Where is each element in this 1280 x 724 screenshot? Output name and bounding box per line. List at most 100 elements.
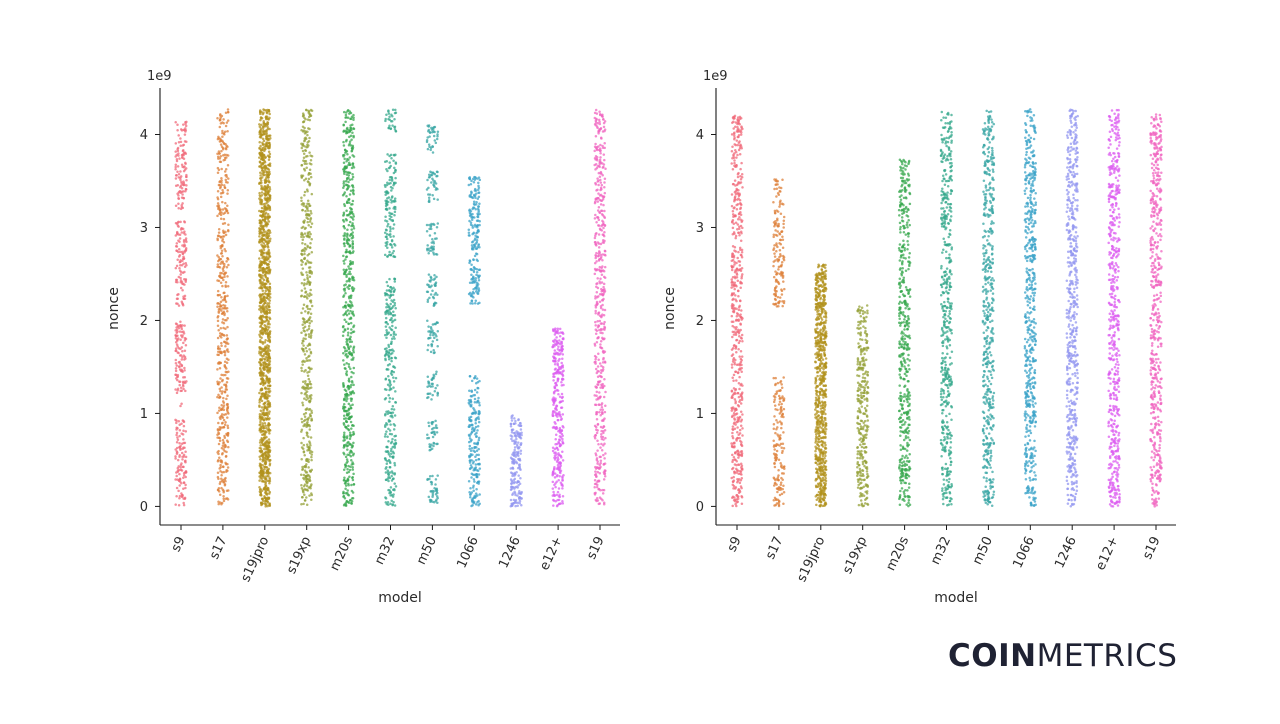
data-point: [268, 454, 271, 457]
data-point: [179, 137, 182, 140]
data-point: [265, 282, 268, 285]
data-point: [394, 424, 397, 427]
data-point: [388, 308, 391, 311]
data-point: [346, 233, 349, 236]
data-point: [220, 386, 223, 389]
data-point: [179, 264, 182, 267]
data-point: [226, 181, 229, 184]
data-point: [306, 214, 309, 217]
data-point: [342, 492, 345, 495]
data-point: [306, 421, 309, 424]
data-point: [260, 231, 263, 234]
data-point: [218, 308, 221, 311]
data-point: [261, 269, 264, 272]
data-point: [310, 226, 313, 229]
data-point: [269, 255, 272, 258]
data-point: [344, 426, 347, 429]
data-point: [305, 408, 308, 411]
data-point: [475, 488, 478, 491]
data-point: [434, 232, 437, 235]
data-point: [351, 424, 354, 427]
data-point: [184, 233, 187, 236]
data-point: [473, 181, 476, 184]
data-point: [302, 468, 305, 471]
data-point: [262, 392, 265, 395]
data-point: [390, 317, 393, 320]
data-point: [181, 350, 184, 353]
data-point: [217, 190, 220, 193]
data-point: [183, 324, 186, 327]
data-point: [477, 397, 480, 400]
data-point: [346, 255, 349, 258]
data-point: [437, 222, 440, 225]
data-point: [176, 231, 179, 234]
data-point: [479, 179, 482, 182]
data-point: [308, 336, 311, 339]
data-point: [182, 466, 185, 469]
data-point: [349, 300, 352, 303]
data-point: [346, 492, 349, 495]
data-point: [343, 319, 346, 322]
data-point: [258, 401, 261, 404]
data-point: [343, 414, 346, 417]
data-point: [302, 381, 305, 384]
data-point: [178, 473, 181, 476]
data-point: [265, 375, 268, 378]
data-point: [224, 374, 227, 377]
data-point: [310, 320, 313, 323]
data-point: [262, 444, 265, 447]
data-point: [176, 379, 179, 382]
data-point: [518, 490, 521, 493]
data-point: [342, 325, 345, 328]
data-point: [185, 125, 188, 128]
data-point: [269, 385, 272, 388]
data-point: [352, 479, 355, 482]
data-point: [222, 466, 225, 469]
data-point: [432, 323, 435, 326]
data-point: [224, 483, 227, 486]
data-point: [343, 212, 346, 215]
data-point: [258, 235, 261, 238]
data-point: [265, 380, 268, 383]
data-point: [302, 112, 305, 115]
data-point: [265, 212, 268, 215]
data-point: [513, 432, 516, 435]
data-point: [260, 295, 263, 298]
data-point: [391, 196, 394, 199]
data-point: [431, 245, 434, 248]
data-point: [473, 200, 476, 203]
data-point: [393, 380, 396, 383]
data-point: [392, 493, 395, 496]
data-point: [266, 349, 269, 352]
data-point: [269, 357, 272, 360]
data-point: [216, 412, 219, 415]
data-point: [385, 325, 388, 328]
data-point: [346, 397, 349, 400]
data-point: [388, 400, 391, 403]
data-point: [265, 276, 268, 279]
data-point: [345, 338, 348, 341]
data-point: [346, 386, 349, 389]
data-point: [301, 249, 304, 252]
data-point: [388, 290, 391, 293]
data-point: [261, 406, 264, 409]
data-point: [225, 281, 228, 284]
data-point: [306, 276, 309, 279]
data-point: [262, 225, 265, 228]
data-point: [179, 320, 182, 323]
data-point: [308, 235, 311, 238]
data-point: [435, 142, 438, 145]
data-point: [306, 432, 309, 435]
data-point: [347, 355, 350, 358]
data-point: [179, 273, 182, 276]
data-point: [309, 119, 312, 122]
data-point: [221, 379, 224, 382]
data-point: [266, 366, 269, 369]
data-point: [431, 394, 434, 397]
data-point: [179, 466, 182, 469]
data-point: [226, 470, 229, 473]
data-point: [226, 338, 229, 341]
data-point: [511, 480, 514, 483]
data-point: [392, 501, 395, 504]
